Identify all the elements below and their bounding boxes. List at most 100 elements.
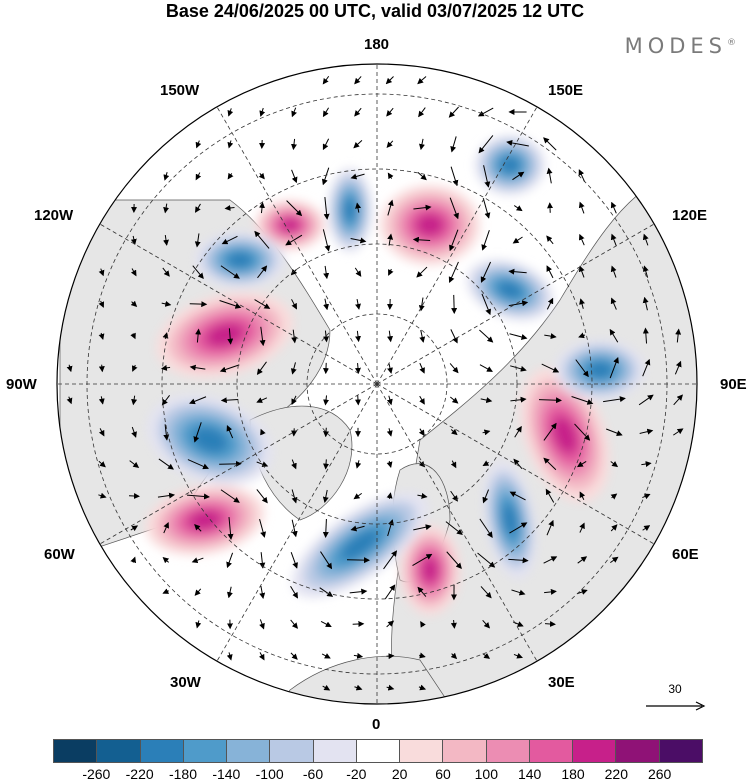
colorbar-tick-label: 60 [435,766,451,782]
wind-vector [66,396,73,405]
wind-vector [610,201,617,214]
colorbar-swatch [54,740,98,762]
wind-vector [546,167,553,184]
wind-vector [479,364,493,372]
wind-vector [98,428,105,437]
wind-vector [227,172,234,180]
wind-vector [482,489,490,504]
wind-vector [387,363,393,374]
meridian-line [376,383,543,670]
wind-vector [220,397,239,404]
wind-vector [227,517,234,540]
wind-vector [418,428,425,437]
wind-vector [386,653,395,660]
wind-vector [224,204,235,211]
wind-vector [477,552,496,568]
wind-vector [610,493,618,500]
positive-anomaly [421,557,439,583]
wind-vector [321,653,331,659]
colorbar-swatch [227,740,271,762]
wind-vector [577,589,588,595]
wind-vector [227,140,234,149]
wind-vector [417,171,427,181]
anomaly-layer [145,135,645,615]
wind-vector [286,200,303,217]
wind-vector [642,493,651,500]
wind-vector [256,489,268,504]
wind-vector [450,652,458,660]
wind-vector [579,491,586,500]
brand-logo: MODES® [625,34,736,58]
wind-vector [412,236,431,243]
wind-vector [195,620,202,629]
wind-vector [290,362,297,375]
wind-vector [346,557,370,564]
wind-vector [259,552,266,569]
wind-vector [320,551,333,570]
wind-vector [639,428,654,435]
wind-vector [388,268,394,276]
registered-mark: ® [727,38,736,48]
wind-vector [420,620,426,628]
wind-vector [642,296,649,311]
wind-vector [291,395,297,406]
wind-vector [219,364,240,373]
meridian-line [376,98,543,385]
wind-vector [386,460,393,468]
wind-vector [130,235,137,246]
wind-vector [291,519,298,538]
wind-vector [290,585,298,599]
lon-label-90e: 90E [720,376,747,393]
wind-vector [256,397,268,403]
wind-vector [254,230,270,249]
wind-vector [98,332,105,340]
wind-vector [544,588,557,595]
wind-vector [541,363,560,373]
wind-vector [194,203,201,213]
colorbar-tick-label: 100 [474,766,499,782]
colorbar-tick-label: -140 [212,766,241,782]
wind-vector [193,422,202,443]
wind-vector [349,588,368,595]
wind-vector [259,107,266,117]
wind-vector [642,327,649,344]
wind-vector [131,364,138,372]
wind-vector [387,172,394,180]
wind-vector [450,460,457,469]
wind-vector [322,138,330,151]
wind-vector [417,492,428,499]
wind-vector [221,235,238,245]
wind-vector [610,297,617,310]
wind-vector [610,556,619,564]
lon-label-30e: 30E [548,674,575,691]
wind-vector [260,428,266,436]
wind-vector [642,265,649,278]
wind-vector [163,203,170,214]
wind-vector [578,201,585,214]
wind-vector [481,230,490,251]
lon-label-120e: 120E [672,207,708,224]
wind-vector [448,106,459,118]
wind-vector [354,107,362,117]
wind-vector [513,205,523,212]
colorbar-tick-label: -100 [255,766,284,782]
wind-vector [259,326,266,347]
wind-vector [354,395,361,406]
wind-vector [413,204,432,211]
wind-vector [258,172,265,180]
positive-anomaly [552,416,578,454]
wind-vector [130,556,137,564]
wind-vector [482,198,491,219]
wind-vector [323,197,330,220]
wind-vector [130,268,137,277]
colorbar-swatch [356,740,401,762]
wind-vector [480,397,493,404]
wind-vector [545,488,555,503]
wind-vector [285,234,303,246]
africa-landmass [269,655,461,704]
wind-vector [227,328,234,345]
colorbar-swatch [140,740,184,762]
wind-vector [291,299,297,310]
wind-vector [322,684,331,691]
wind-vector [544,333,557,340]
